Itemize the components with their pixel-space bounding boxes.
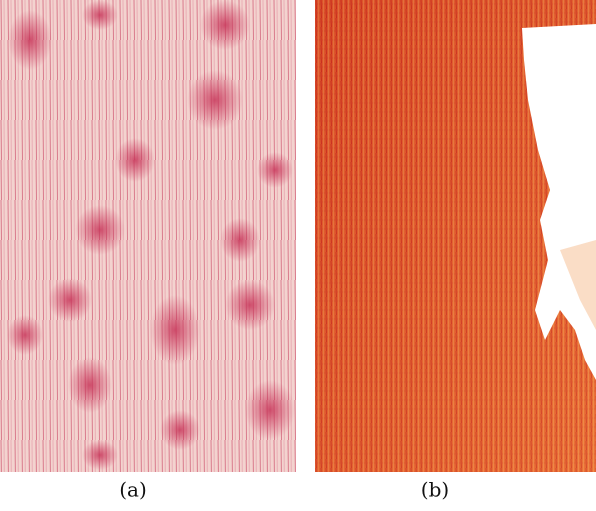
panel-b-image: [315, 0, 596, 472]
panel-a-image: [0, 0, 296, 472]
page: (a) (b) (() => { const data = JSON.parse…: [0, 0, 596, 507]
panel-label: (a): [119, 478, 147, 502]
panel-label: (b): [421, 478, 449, 502]
figure: (a) (b): [0, 0, 596, 507]
